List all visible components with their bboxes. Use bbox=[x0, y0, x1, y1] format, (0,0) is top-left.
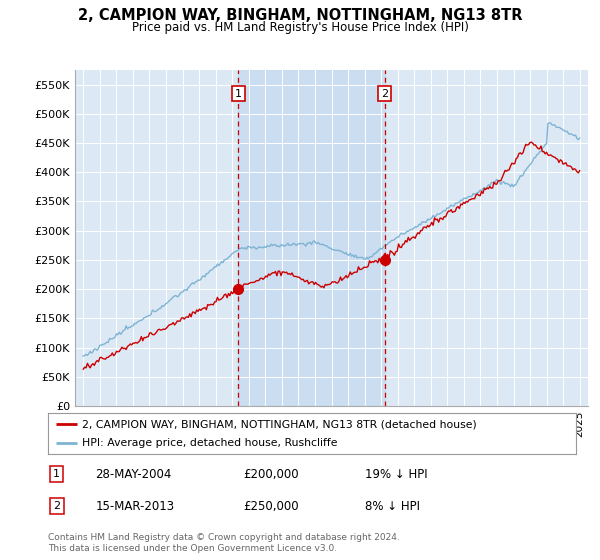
Text: Contains HM Land Registry data © Crown copyright and database right 2024.
This d: Contains HM Land Registry data © Crown c… bbox=[48, 533, 400, 553]
Bar bbox=[238, 70, 385, 406]
Text: 2: 2 bbox=[53, 501, 61, 511]
Text: 19% ↓ HPI: 19% ↓ HPI bbox=[365, 468, 427, 480]
Text: 2, CAMPION WAY, BINGHAM, NOTTINGHAM, NG13 8TR: 2, CAMPION WAY, BINGHAM, NOTTINGHAM, NG1… bbox=[78, 8, 522, 24]
Text: 15-MAR-2013: 15-MAR-2013 bbox=[95, 500, 175, 513]
Text: 8% ↓ HPI: 8% ↓ HPI bbox=[365, 500, 420, 513]
Text: £200,000: £200,000 bbox=[244, 468, 299, 480]
Text: 28-MAY-2004: 28-MAY-2004 bbox=[95, 468, 172, 480]
Text: 2: 2 bbox=[381, 88, 388, 99]
Text: HPI: Average price, detached house, Rushcliffe: HPI: Average price, detached house, Rush… bbox=[82, 438, 338, 447]
Text: 1: 1 bbox=[53, 469, 60, 479]
Text: £250,000: £250,000 bbox=[244, 500, 299, 513]
Text: Price paid vs. HM Land Registry's House Price Index (HPI): Price paid vs. HM Land Registry's House … bbox=[131, 21, 469, 34]
Text: 1: 1 bbox=[235, 88, 242, 99]
Text: 2, CAMPION WAY, BINGHAM, NOTTINGHAM, NG13 8TR (detached house): 2, CAMPION WAY, BINGHAM, NOTTINGHAM, NG1… bbox=[82, 419, 477, 429]
